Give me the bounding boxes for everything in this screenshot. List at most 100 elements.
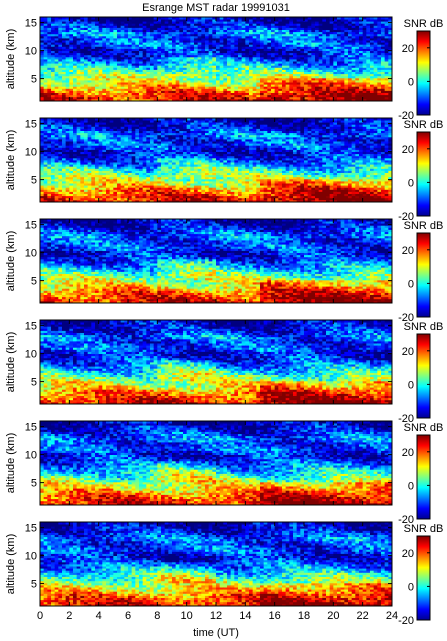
heatmap-cell: [168, 17, 173, 20]
heatmap-cell: [344, 38, 349, 41]
heatmap-cell: [161, 21, 166, 24]
heatmap-cell: [234, 94, 239, 98]
heatmap-cell: [40, 84, 45, 87]
heatmap-cell: [73, 46, 78, 49]
heatmap-cell: [201, 25, 206, 28]
heatmap-cell: [329, 33, 334, 37]
heatmap-cell: [230, 61, 235, 64]
heatmap-cell: [109, 71, 114, 75]
heatmap-cell: [201, 59, 206, 62]
heatmap-cell: [318, 94, 323, 98]
heatmap-cell: [245, 42, 250, 45]
heatmap-cell: [267, 44, 272, 47]
heatmap-cell: [201, 82, 206, 85]
heatmap-cell: [282, 94, 287, 98]
heatmap-cell: [65, 48, 70, 51]
heatmap-cell: [95, 35, 100, 39]
heatmap-cell: [186, 96, 191, 100]
heatmap-cell: [87, 82, 92, 85]
heatmap-cell: [109, 42, 114, 45]
heatmap-cell: [131, 71, 136, 75]
heatmap-cell: [102, 44, 107, 47]
heatmap-cell: [212, 88, 217, 91]
heatmap-cell: [278, 84, 283, 87]
heatmap-cell: [139, 92, 144, 96]
heatmap-cell: [296, 54, 301, 58]
heatmap-cell: [153, 27, 158, 30]
heatmap-cell: [109, 21, 114, 24]
heatmap-cell: [62, 50, 67, 54]
heatmap-cell: [47, 92, 52, 96]
heatmap-cell: [359, 61, 364, 64]
heatmap-cell: [307, 31, 312, 35]
heatmap-cell: [142, 23, 147, 26]
heatmap-cell: [366, 71, 371, 75]
heatmap-cell: [183, 92, 188, 96]
heatmap-cell: [212, 61, 217, 64]
heatmap-cell: [285, 92, 290, 96]
heatmap-cell: [175, 42, 180, 45]
heatmap-cell: [333, 50, 338, 54]
heatmap-cell: [120, 80, 125, 83]
heatmap-cell: [190, 80, 195, 83]
heatmap-cell: [252, 46, 257, 49]
heatmap-cell: [164, 31, 169, 35]
heatmap-cell: [333, 44, 338, 47]
heatmap-cell: [318, 54, 323, 58]
heatmap-cell: [234, 19, 239, 22]
heatmap-cell: [117, 65, 122, 68]
heatmap-cell: [282, 69, 287, 72]
heatmap-cell: [252, 17, 257, 20]
heatmap-cell: [62, 40, 67, 43]
heatmap-cell: [73, 50, 78, 54]
heatmap-cell: [43, 88, 48, 91]
heatmap-cell: [142, 33, 147, 37]
heatmap-cell: [351, 54, 356, 58]
heatmap-cell: [84, 65, 89, 68]
heatmap-cell: [234, 71, 239, 75]
heatmap-cell: [241, 59, 246, 62]
heatmap-cell: [128, 48, 133, 51]
heatmap-cell: [329, 40, 334, 43]
heatmap-cell: [216, 17, 221, 20]
heatmap-cell: [98, 82, 103, 85]
heatmap-cell: [263, 52, 268, 56]
heatmap-cell: [245, 46, 250, 49]
heatmap-cell: [256, 23, 261, 26]
heatmap-cell: [307, 84, 312, 87]
heatmap-cell: [311, 31, 316, 35]
heatmap-cell: [249, 63, 254, 66]
heatmap-cell: [282, 23, 287, 26]
heatmap-cell: [135, 77, 140, 81]
heatmap-cell: [62, 48, 67, 51]
heatmap-cell: [186, 25, 191, 28]
heatmap-cell: [194, 82, 199, 85]
heatmap-cell: [113, 40, 118, 43]
heatmap-cell: [267, 21, 272, 24]
heatmap-cell: [216, 27, 221, 30]
heatmap-cell: [95, 52, 100, 56]
heatmap-cell: [153, 23, 158, 26]
heatmap-cell: [183, 31, 188, 35]
heatmap-cell: [252, 21, 257, 24]
heatmap-cell: [124, 29, 129, 33]
heatmap-cell: [315, 69, 320, 72]
heatmap-cell: [362, 61, 367, 64]
heatmap-cell: [362, 21, 367, 24]
heatmap-cell: [344, 27, 349, 30]
heatmap-cell: [69, 75, 74, 79]
heatmap-cell: [311, 54, 316, 58]
heatmap-cell: [124, 92, 129, 96]
heatmap-cell: [271, 27, 276, 30]
heatmap-cell: [263, 40, 268, 43]
heatmap-cell: [102, 52, 107, 56]
heatmap-cell: [106, 35, 111, 39]
heatmap-cell: [168, 80, 173, 83]
heatmap-cell: [278, 73, 283, 77]
heatmap-cell: [296, 38, 301, 41]
heatmap-cell: [362, 52, 367, 56]
heatmap-cell: [282, 27, 287, 30]
heatmap-cell: [102, 90, 107, 93]
heatmap-cell: [366, 27, 371, 30]
heatmap-cell: [150, 52, 155, 56]
